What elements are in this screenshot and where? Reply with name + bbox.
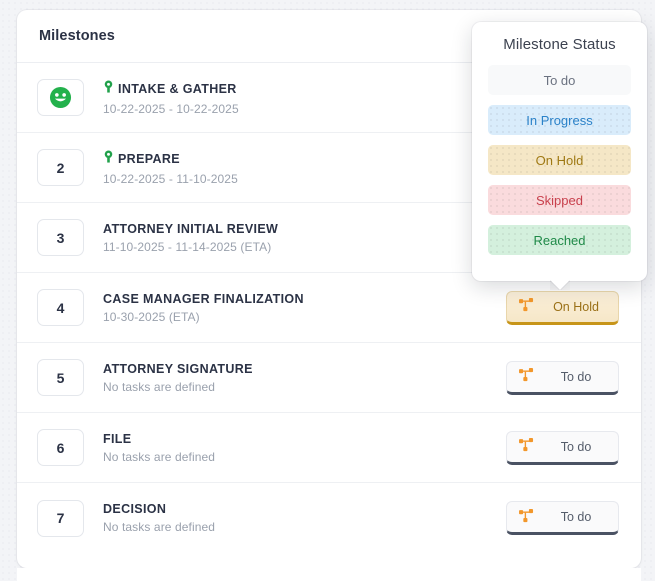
card-header: Milestones: [17, 10, 641, 63]
status-label: To do: [560, 369, 592, 384]
status-option-label: Skipped: [536, 192, 583, 208]
milestone-title: PREPARE: [118, 151, 180, 166]
milestone-sequence-badge: 6: [37, 429, 84, 466]
milestone-title: ATTORNEY INITIAL REVIEW: [103, 221, 279, 236]
milestone-sequence-badge: [37, 79, 84, 116]
list-item[interactable]: 5 ATTORNEY SIGNATURE No tasks are define…: [17, 343, 641, 413]
milestone-sequence-badge: 4: [37, 289, 84, 326]
list-item[interactable]: 2 PREPARE 10-22-2025 - 11-10-2025: [17, 133, 641, 203]
workflow-node-icon: [519, 508, 534, 526]
list-item[interactable]: INTAKE & GATHER 10-22-2025 - 10-22-2025: [17, 63, 641, 133]
location-pin-icon: [103, 150, 114, 168]
milestone-subtitle: 10-22-2025 - 11-10-2025: [103, 171, 238, 186]
milestone-text: ATTORNEY SIGNATURE No tasks are defined: [103, 362, 506, 394]
popup-arrow: [550, 280, 570, 290]
milestone-status-button[interactable]: To do: [506, 501, 619, 535]
status-option-label: Reached: [533, 232, 586, 248]
milestone-text: DECISION No tasks are defined: [103, 502, 506, 534]
location-pin-icon: [103, 80, 114, 98]
page-title: Milestones: [39, 28, 115, 44]
popup-title: Milestone Status: [503, 36, 616, 53]
milestone-text: INTAKE & GATHER 10-22-2025 - 10-22-2025: [103, 80, 619, 116]
status-option-on-hold[interactable]: On Hold: [488, 145, 631, 175]
status-option-to-do[interactable]: To do: [488, 65, 631, 95]
milestone-sequence-badge: 7: [37, 499, 84, 537]
milestone-subtitle: No tasks are defined: [103, 379, 216, 394]
status-option-label: On Hold: [535, 152, 584, 168]
milestone-sequence-badge: 5: [37, 359, 84, 396]
milestone-text: ATTORNEY INITIAL REVIEW 11-10-2025 - 11-…: [103, 222, 619, 254]
list-item[interactable]: 3 ATTORNEY INITIAL REVIEW 11-10-2025 - 1…: [17, 203, 641, 273]
status-option-in-progress[interactable]: In Progress: [488, 105, 631, 135]
green-smiley-icon: [49, 86, 72, 109]
status-option-skipped[interactable]: Skipped: [488, 185, 631, 215]
milestone-subtitle: No tasks are defined: [103, 520, 216, 534]
milestone-status-button[interactable]: On Hold: [506, 290, 619, 325]
milestone-subtitle: 10-22-2025 - 10-22-2025: [103, 101, 239, 116]
milestone-title: INTAKE & GATHER: [118, 81, 237, 96]
milestone-title: FILE: [103, 431, 132, 446]
milestone-list: INTAKE & GATHER 10-22-2025 - 10-22-2025 …: [17, 63, 641, 553]
milestone-subtitle: No tasks are defined: [103, 449, 216, 464]
milestone-status-popup: Milestone Status To do In Progress On Ho…: [472, 22, 647, 281]
milestone-status-button[interactable]: To do: [506, 360, 619, 395]
list-item[interactable]: 6 FILE No tasks are defined To: [17, 413, 641, 483]
milestone-subtitle: 11-10-2025 - 11-14-2025 (ETA): [103, 239, 272, 254]
milestone-title: ATTORNEY SIGNATURE: [103, 361, 253, 376]
status-label: To do: [560, 510, 592, 524]
milestone-text: FILE No tasks are defined: [103, 432, 506, 464]
status-label: To do: [560, 439, 592, 454]
milestone-title: DECISION: [103, 502, 167, 516]
list-item-partial[interactable]: CLOSURE:: [17, 568, 641, 581]
status-option-label: In Progress: [526, 112, 593, 128]
workflow-node-icon: [519, 438, 534, 455]
milestone-sequence-badge: 2: [37, 149, 84, 186]
milestone-subtitle: 10-30-2025 (ETA): [103, 309, 200, 324]
milestone-title: CASE MANAGER FINALIZATION: [103, 291, 304, 306]
workflow-node-icon: [519, 298, 534, 315]
milestone-status-button[interactable]: To do: [506, 430, 619, 465]
workflow-node-icon: [519, 368, 534, 385]
milestone-text: CASE MANAGER FINALIZATION 10-30-2025 (ET…: [103, 292, 506, 324]
status-option-label: To do: [543, 72, 576, 88]
status-option-reached[interactable]: Reached: [488, 225, 631, 255]
status-label: On Hold: [553, 299, 599, 314]
list-item[interactable]: 4 CASE MANAGER FINALIZATION 10-30-2025 (…: [17, 273, 641, 343]
list-item[interactable]: 7 DECISION No tasks are defined: [17, 483, 641, 553]
milestone-sequence-badge: 3: [37, 219, 84, 256]
milestone-text: PREPARE 10-22-2025 - 11-10-2025: [103, 150, 619, 186]
